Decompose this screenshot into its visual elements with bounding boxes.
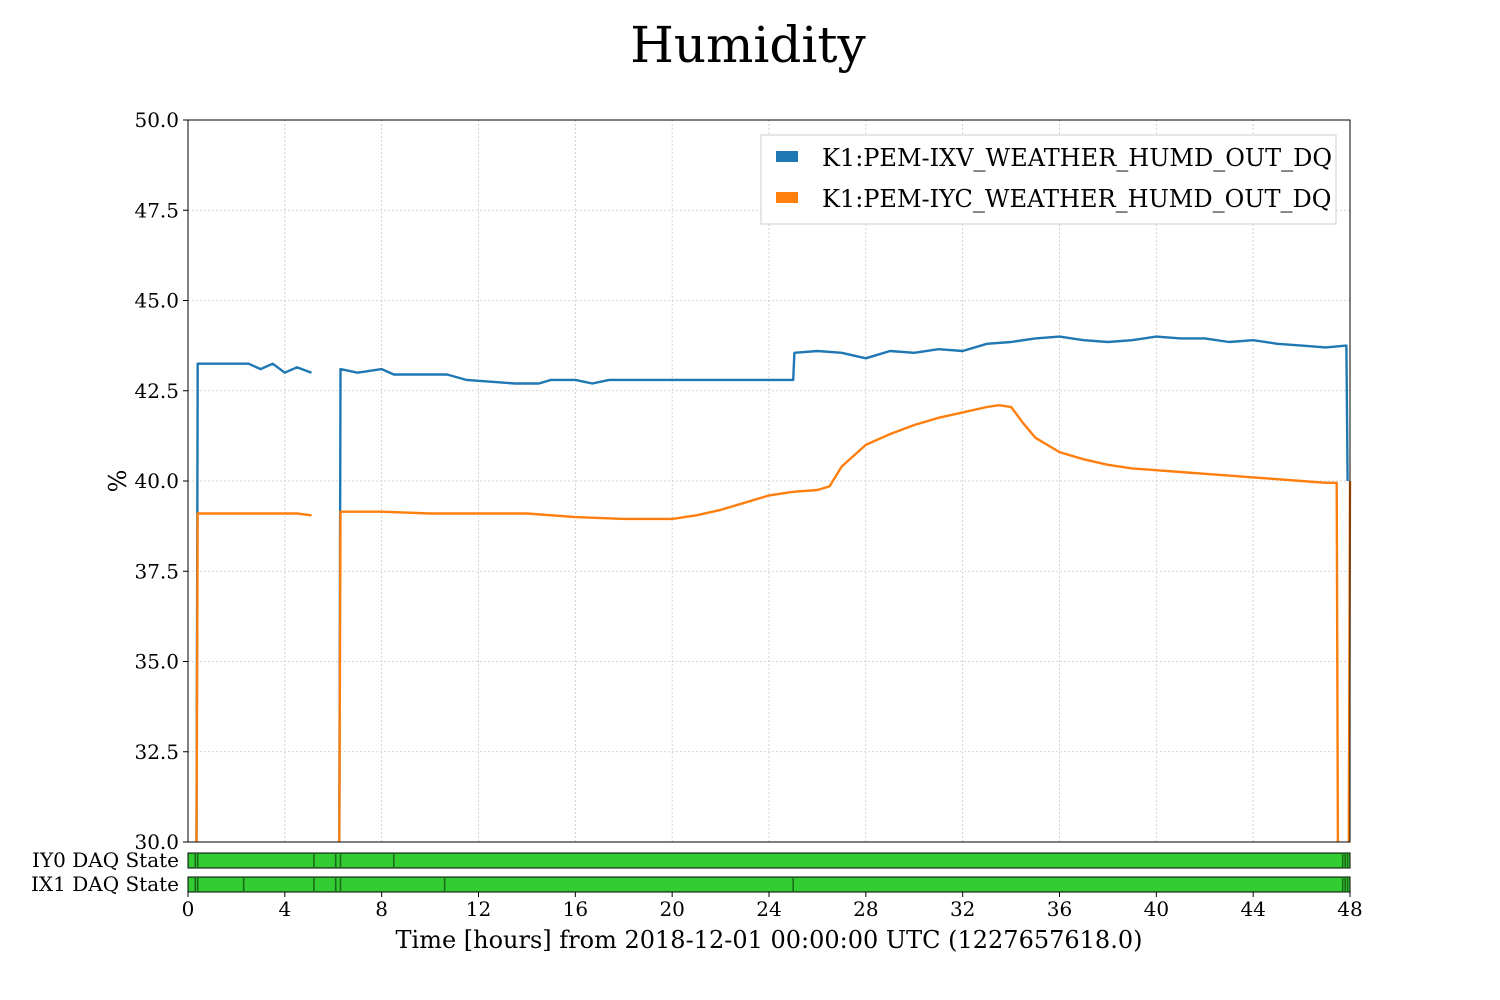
- legend-swatch-iyc: [776, 192, 798, 203]
- y-tick-label: 42.5: [134, 379, 179, 403]
- x-tick-label: 32: [950, 897, 975, 921]
- state-bar-label: IX1 DAQ State: [31, 872, 179, 896]
- x-tick-label: 24: [756, 897, 781, 921]
- x-tick-label: 20: [659, 897, 684, 921]
- x-tick-label: 40: [1144, 897, 1169, 921]
- x-tick-label: 0: [182, 897, 195, 921]
- legend-label-ixv: K1:PEM-IXV_WEATHER_HUMD_OUT_DQ: [822, 144, 1332, 172]
- series-lines: [195, 335, 1352, 843]
- y-axis-ticks: 30.0 32.5 35.0 37.5 40.0 42.5 45.0 47.5 50.0: [134, 108, 188, 854]
- y-tick-label: 40.0: [134, 469, 179, 493]
- y-tick-label: 30.0: [134, 830, 179, 854]
- x-tick-label: 4: [278, 897, 291, 921]
- series-line-ixv: [195, 335, 1349, 843]
- legend-box: [760, 134, 1337, 225]
- legend-swatch-ixv: [776, 151, 798, 162]
- y-tick-label: 47.5: [134, 198, 179, 222]
- y-tick-label: 50.0: [134, 108, 179, 132]
- series-line-iyc: [195, 404, 1352, 843]
- x-tick-label: 44: [1240, 897, 1265, 921]
- y-tick-label: 32.5: [134, 740, 179, 764]
- state-bar-label: IY0 DAQ State: [32, 848, 179, 872]
- chart-legend: K1:PEM-IXV_WEATHER_HUMD_OUT_DQ K1:PEM-IY…: [760, 134, 1337, 225]
- legend-label-iyc: K1:PEM-IYC_WEATHER_HUMD_OUT_DQ: [822, 185, 1331, 213]
- x-axis-ticks: 0 4 8 12 16 20 24 28 32 36 40 44 48: [182, 892, 1363, 921]
- y-tick-label: 37.5: [134, 559, 179, 583]
- state-bar-0: [187, 852, 1351, 869]
- x-axis-label: Time [hours] from 2018-12-01 00:00:00 UT…: [396, 926, 1143, 954]
- chart-title: Humidity: [630, 16, 866, 74]
- y-axis-label: %: [104, 470, 132, 493]
- x-tick-label: 28: [853, 897, 878, 921]
- x-tick-label: 36: [1047, 897, 1072, 921]
- x-tick-label: 16: [563, 897, 588, 921]
- x-tick-label: 8: [375, 897, 388, 921]
- x-tick-label: 12: [466, 897, 491, 921]
- grid-lines: [188, 120, 1350, 842]
- x-tick-label: 48: [1337, 897, 1362, 921]
- y-tick-label: 35.0: [134, 650, 179, 674]
- state-bar-1: [187, 876, 1351, 893]
- y-tick-label: 45.0: [134, 289, 179, 313]
